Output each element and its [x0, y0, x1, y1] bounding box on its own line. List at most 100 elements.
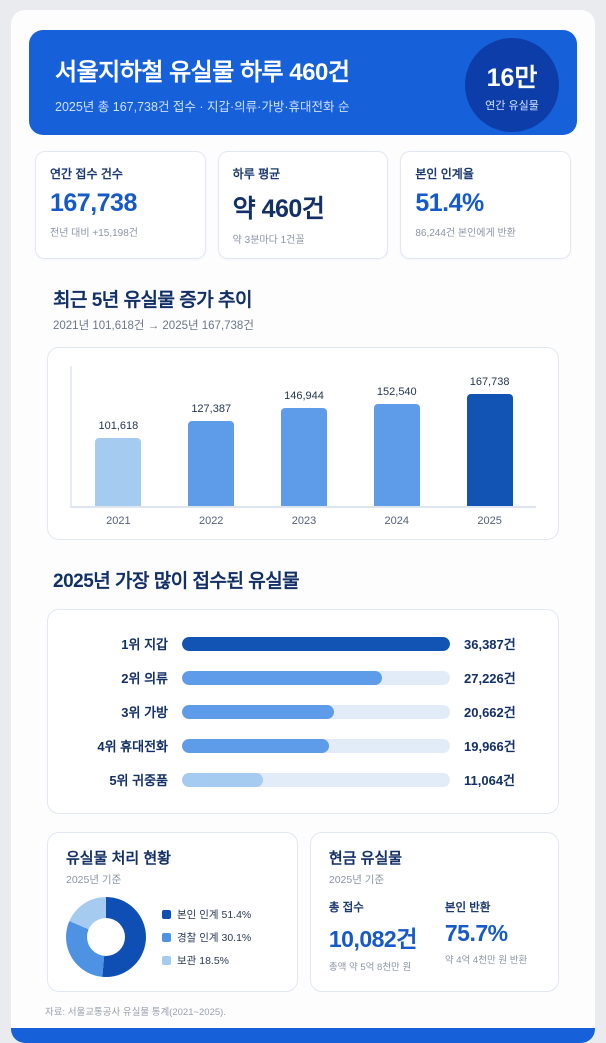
cash-returned-col: 본인 반환 75.7% 약 4억 4천만 원 반환 [445, 899, 527, 973]
ranking-section-head: 2025년 가장 많이 접수된 유실물 [53, 566, 553, 593]
trend-bar [95, 438, 142, 506]
stat-card-annual: 연간 접수 건수 167,738 전년 대비 +15,198건 [35, 151, 206, 259]
cash-body: 총 접수 10,082건 총액 약 5억 8천만 원 본인 반환 75.7% 약… [329, 899, 540, 973]
processing-subtitle: 2025년 기준 [66, 874, 122, 886]
ranking-row-3: 3위 가방 20,662건 [74, 702, 532, 721]
trend-bar-value: 127,387 [191, 403, 232, 415]
trend-year-label: 2022 [198, 515, 224, 527]
ranking-value: 27,226건 [464, 671, 516, 686]
stat-value: 약 460건 [232, 195, 325, 223]
stat-cards-row: 연간 접수 건수 167,738 전년 대비 +15,198건 하루 평균 약 … [35, 151, 572, 259]
trend-year-label: 2023 [291, 515, 317, 527]
legend-swatch [162, 909, 171, 919]
badge-value: 16만 [486, 63, 538, 92]
bottom-panels-row: 유실물 처리 현황 2025년 기준 본인 인계 51.4% 경찰 인계 30.… [47, 832, 559, 992]
trend-bar-value: 146,944 [284, 390, 324, 402]
legend-item: 보관 18.5% [162, 953, 251, 968]
trend-bar [466, 394, 513, 506]
stat-sub: 약 3분마다 1건꼴 [232, 235, 305, 246]
ranking-value: 11,064건 [464, 773, 516, 788]
stat-sub: 전년 대비 +15,198건 [50, 228, 138, 239]
legend-item: 본인 인계 51.4% [162, 907, 251, 922]
ranking-label: 2위 의류 [121, 671, 168, 686]
legend-swatch [162, 932, 171, 942]
trend-bar-group-2024: 152,540 [350, 386, 443, 506]
stat-label: 본인 인계율 [415, 167, 474, 181]
cash-title: 현금 유실물 [328, 850, 403, 867]
donut-chart [66, 897, 146, 977]
ranking-label: 1위 지갑 [121, 637, 168, 652]
legend-label: 경찰 인계 30.1% [177, 931, 252, 944]
ranking-value: 19,966건 [464, 739, 516, 754]
cash-panel: 현금 유실물 2025년 기준 총 접수 10,082건 총액 약 5억 8천만… [309, 832, 559, 992]
ranking-bar-track [182, 704, 450, 719]
cash-returned-label: 본인 반환 [444, 902, 491, 914]
trend-bar-value: 152,540 [376, 386, 417, 398]
source-note: 자료: 서울교통공사 유실물 통계(2021~2025). [45, 1007, 226, 1018]
annual-total-badge: 16만 연간 유실물 [465, 38, 559, 132]
trend-chart-card: 101,618 127,387 146,944 152,540 167,738 … [47, 347, 559, 540]
trend-year-label: 2021 [106, 515, 131, 527]
ranking-label: 3위 가방 [121, 705, 168, 720]
trend-x-axis: 2021 2022 2023 2024 2025 [70, 515, 536, 527]
donut-legend: 본인 인계 51.4% 경찰 인계 30.1% 보관 18.5% [162, 907, 251, 968]
ranking-chart-card: 1위 지갑 36,387건 2위 의류 27,226건 3위 가방 20,662… [47, 609, 559, 814]
page-title: 서울지하철 유실물 하루 460건 [55, 59, 350, 86]
cash-received-sub: 총액 약 5억 8천만 원 [328, 962, 412, 973]
ranking-value: 20,662건 [464, 705, 516, 720]
trend-section-subtitle: 2021년 101,618건 → 2025년 167,738건 [53, 320, 254, 332]
legend-label: 본인 인계 51.4% [177, 908, 252, 921]
ranking-bar [182, 772, 264, 787]
trend-section-title: 최근 5년 유실물 증가 추이 [53, 290, 252, 311]
ranking-bar [182, 636, 450, 651]
stat-label: 연간 접수 건수 [50, 167, 123, 181]
trend-bar-group-2022: 127,387 [165, 403, 258, 506]
trend-bar-group-2025: 167,738 [443, 376, 536, 506]
stat-card-daily: 하루 평균 약 460건 약 3분마다 1건꼴 [217, 151, 389, 259]
ranking-bar-track [182, 738, 450, 753]
processing-title: 유실물 처리 현황 [66, 850, 171, 867]
infographic-frame: 서울지하철 유실물 하루 460건 2025년 총 167,738건 접수 · … [11, 10, 595, 1043]
cash-subtitle: 2025년 기준 [328, 874, 385, 886]
stat-label: 하루 평균 [232, 167, 281, 181]
cash-returned-value: 75.7% [444, 920, 508, 946]
trend-bar-chart: 101,618 127,387 146,944 152,540 167,738 [70, 366, 536, 508]
header-banner: 서울지하철 유실물 하루 460건 2025년 총 167,738건 접수 · … [29, 30, 577, 135]
trend-bar [373, 404, 420, 506]
stat-value: 167,738 [50, 189, 137, 217]
processing-body: 본인 인계 51.4% 경찰 인계 30.1% 보관 18.5% [66, 897, 279, 977]
trend-bar [188, 421, 235, 506]
stat-sub: 86,244건 본인에게 반환 [415, 228, 516, 239]
ranking-section-title: 2025년 가장 많이 접수된 유실물 [53, 571, 300, 592]
ranking-row-1: 1위 지갑 36,387건 [74, 634, 532, 653]
cash-received-label: 총 접수 [328, 902, 364, 914]
badge-label: 연간 유실물 [485, 99, 539, 112]
trend-bar-group-2023: 146,944 [258, 390, 351, 506]
ranking-bar-track [182, 636, 450, 651]
trend-bar-value: 167,738 [469, 376, 510, 388]
ranking-bar [182, 738, 330, 753]
stat-value: 51.4% [415, 189, 484, 217]
trend-bar-group-2021: 101,618 [72, 420, 165, 506]
trend-bar-value: 101,618 [98, 420, 139, 432]
trend-year-label: 2025 [477, 515, 502, 527]
legend-label: 보관 18.5% [177, 954, 230, 967]
ranking-row-4: 4위 휴대전화 19,966건 [74, 736, 532, 755]
processing-panel: 유실물 처리 현황 2025년 기준 본인 인계 51.4% 경찰 인계 30.… [47, 832, 298, 992]
ranking-label: 4위 휴대전화 [97, 739, 168, 754]
cash-returned-sub: 약 4억 4천만 원 반환 [444, 955, 528, 966]
trend-bar [280, 408, 327, 506]
stat-card-return-rate: 본인 인계율 51.4% 86,244건 본인에게 반환 [400, 151, 572, 259]
ranking-bar-track [182, 772, 450, 787]
legend-item: 경찰 인계 30.1% [162, 930, 251, 945]
page-subtitle: 2025년 총 167,738건 접수 · 지갑·의류·가방·휴대전화 순 [55, 100, 350, 114]
ranking-bar [182, 670, 383, 685]
ranking-bar [182, 704, 335, 719]
cash-received-value: 10,082건 [328, 926, 418, 952]
ranking-row-5: 5위 귀중품 11,064건 [74, 770, 532, 789]
trend-year-label: 2024 [384, 515, 410, 527]
cash-received-col: 총 접수 10,082건 총액 약 5억 8천만 원 [328, 899, 418, 973]
ranking-label: 5위 귀중품 [109, 773, 168, 788]
ranking-value: 36,387건 [464, 637, 516, 652]
trend-section-head: 최근 5년 유실물 증가 추이 2021년 101,618건 → 2025년 1… [53, 285, 553, 333]
